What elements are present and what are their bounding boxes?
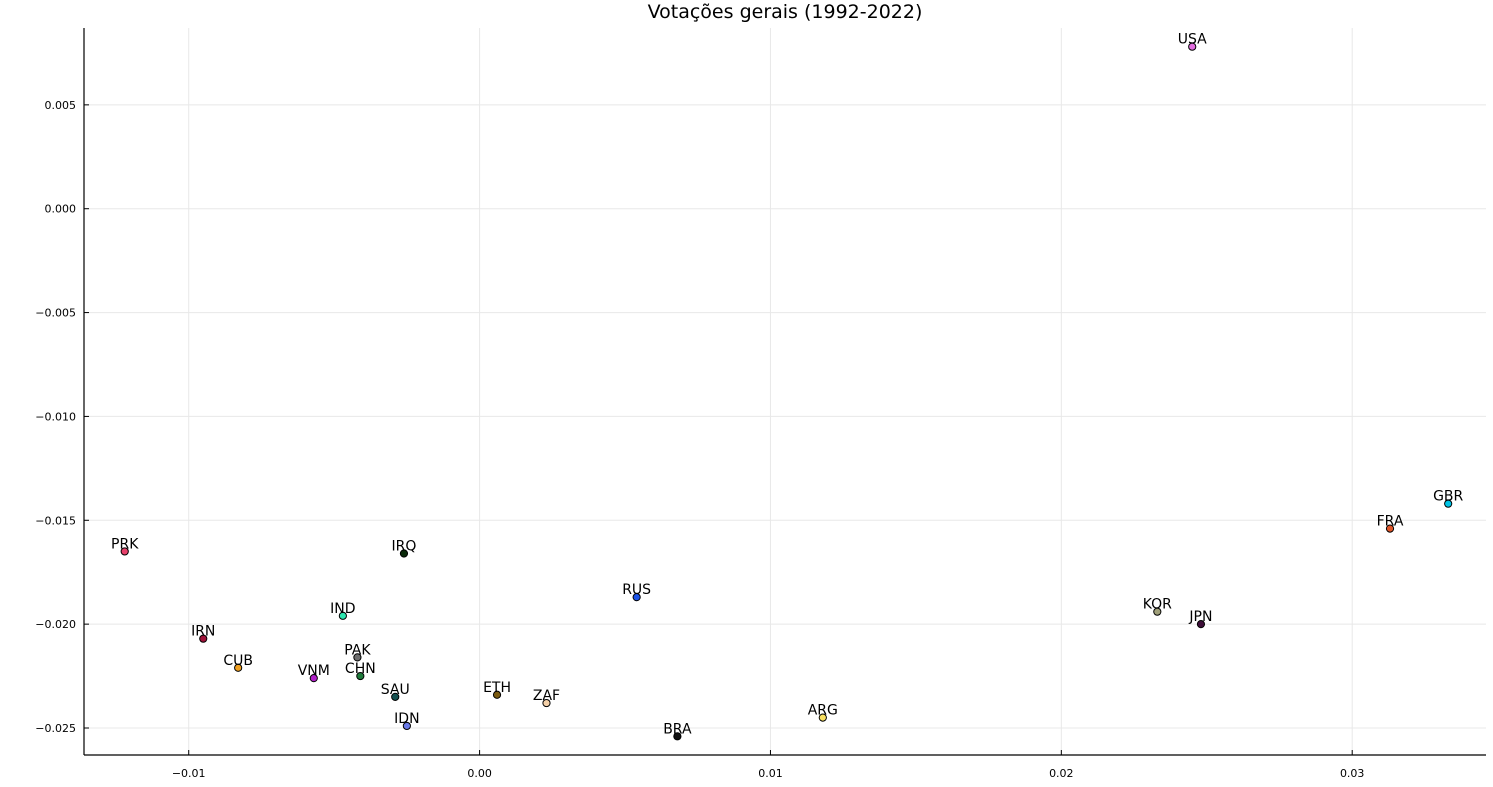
point-marker: [356, 671, 365, 681]
y-tick-label: 0.000: [45, 203, 77, 216]
point-marker: [1188, 42, 1197, 51]
point-marker: [818, 713, 827, 722]
y-tick-label: −0.015: [35, 514, 76, 527]
data-point-prk: PRK: [111, 536, 139, 556]
point-marker: [199, 634, 208, 643]
data-point-pak: PAK: [344, 642, 371, 662]
point-label: ZAF: [533, 688, 560, 704]
point-marker: [1153, 607, 1162, 616]
y-tick-label: −0.005: [35, 307, 76, 320]
point-label: RUS: [622, 582, 651, 598]
point-label: BRA: [663, 721, 692, 737]
data-point-bra: BRA: [663, 721, 692, 741]
x-tick-label: 0.01: [758, 767, 783, 780]
data-point-chn: CHN: [345, 661, 376, 681]
data-point-irn: IRN: [191, 624, 215, 643]
point-layer: USA GBR FRA KOR JPN PRK IRQ RUS IND IRN PAK CUB VNM C…: [111, 32, 1464, 741]
point-marker: [1385, 524, 1395, 533]
point-marker: [1444, 499, 1453, 508]
point-label: CHN: [345, 661, 376, 677]
point-label: IDN: [394, 711, 419, 727]
x-tick-label: 0.03: [1340, 767, 1365, 780]
point-marker: [399, 549, 409, 558]
point-label: PRK: [111, 536, 139, 552]
tick-layer: −0.01 0.00 0.01 0.02 0.03 0.005 0.000 −0.005 −0.…: [35, 99, 1364, 780]
data-point-sau: SAU: [381, 682, 410, 701]
point-label: CUB: [223, 653, 253, 669]
point-label: GBR: [1433, 489, 1463, 505]
point-marker: [542, 698, 551, 708]
data-point-rus: RUS: [622, 582, 651, 602]
point-marker: [309, 674, 318, 683]
data-point-kor: KOR: [1143, 597, 1172, 616]
point-marker: [338, 611, 347, 620]
data-point-gbr: GBR: [1433, 489, 1464, 508]
x-tick-label: 0.00: [467, 767, 492, 780]
point-label: USA: [1178, 32, 1207, 48]
y-tick-label: −0.025: [35, 722, 76, 735]
point-label: KOR: [1143, 597, 1172, 613]
point-label: IRN: [191, 624, 215, 640]
point-marker: [492, 690, 502, 699]
y-tick-label: −0.020: [35, 618, 76, 631]
data-point-fra: FRA: [1377, 514, 1404, 533]
point-marker: [353, 653, 362, 662]
data-point-arg: ARG: [808, 703, 838, 722]
point-label: ETH: [483, 680, 511, 696]
data-point-idn: IDN: [394, 711, 420, 731]
data-point-eth: ETH: [483, 680, 511, 699]
data-point-jpn: JPN: [1188, 609, 1212, 629]
y-tick-label: −0.010: [35, 410, 76, 423]
data-point-irq: IRQ: [392, 539, 417, 558]
chart-title: Votações gerais (1992-2022): [648, 1, 923, 23]
y-tick-label: 0.005: [45, 99, 77, 112]
x-tick-label: −0.01: [172, 767, 206, 780]
point-marker: [402, 721, 411, 731]
point-marker: [391, 692, 400, 701]
point-marker: [673, 732, 682, 741]
data-point-usa: USA: [1178, 32, 1207, 51]
x-tick-label: 0.02: [1049, 767, 1074, 780]
point-label: IRQ: [392, 539, 417, 555]
point-label: SAU: [381, 682, 410, 698]
point-marker: [632, 593, 641, 602]
point-label: IND: [330, 601, 355, 617]
point-label: FRA: [1377, 514, 1404, 530]
data-point-vnm: VNM: [298, 663, 330, 683]
point-label: JPN: [1188, 609, 1212, 625]
point-label: ARG: [808, 703, 838, 719]
data-point-ind: IND: [330, 601, 356, 620]
point-marker: [120, 547, 129, 556]
data-point-cub: CUB: [223, 653, 253, 672]
data-point-zaf: ZAF: [533, 688, 560, 708]
point-label: PAK: [344, 642, 371, 658]
grid-layer: [84, 28, 1486, 755]
point-marker: [1196, 620, 1206, 629]
point-marker: [234, 663, 243, 672]
point-label: VNM: [298, 663, 330, 679]
